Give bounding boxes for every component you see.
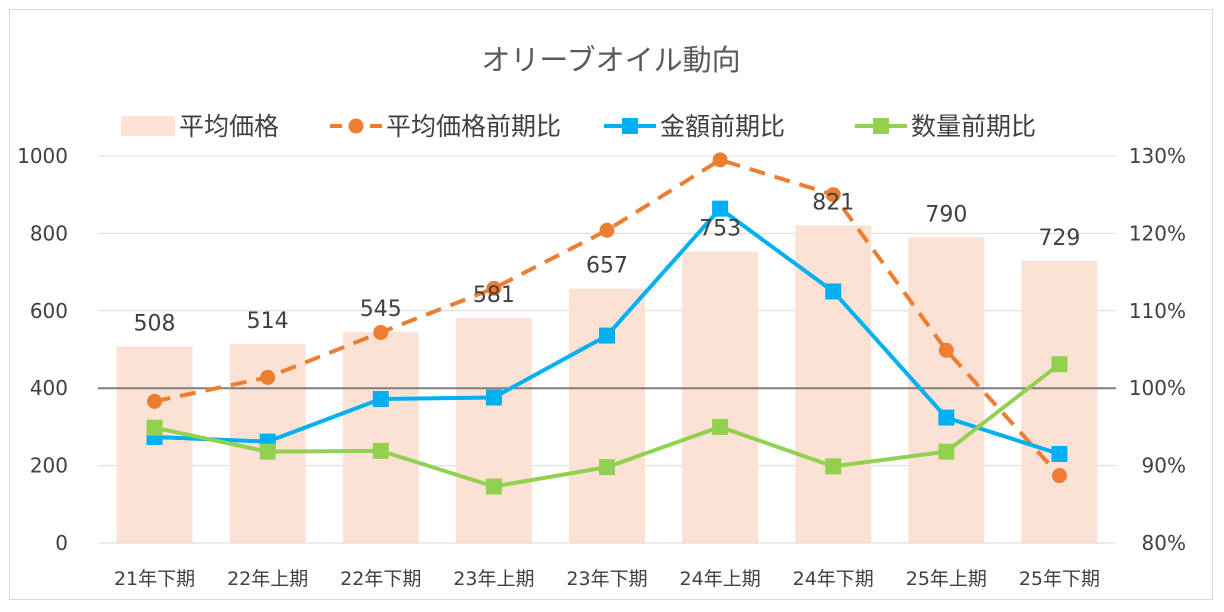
bar-data-label: 545 [360, 297, 402, 322]
line-point [372, 391, 389, 408]
legend-label: 数量前期比 [911, 112, 1036, 141]
x-tick-label: 25年下期 [1019, 568, 1100, 590]
bar-data-label: 753 [699, 217, 741, 242]
line-point [712, 152, 728, 168]
line-point [938, 443, 955, 460]
y-right-tick-label: 120% [1129, 221, 1186, 245]
y-left-tick-label: 0 [55, 531, 68, 555]
line-point [938, 409, 955, 426]
bar [569, 288, 645, 543]
line-point [260, 369, 276, 385]
line-point [372, 442, 389, 459]
legend-marker [873, 118, 889, 134]
line-point [825, 458, 842, 475]
y-right-tick-label: 100% [1129, 376, 1186, 400]
bar [455, 318, 532, 543]
line-point [486, 280, 502, 296]
bar [1021, 260, 1098, 543]
line-point [147, 393, 163, 409]
x-tick-label: 22年上期 [227, 568, 308, 590]
line-point [938, 342, 954, 358]
line-point [1051, 356, 1068, 373]
line-point [599, 222, 615, 238]
line-point [1051, 445, 1068, 462]
bar [342, 332, 419, 543]
y-right-tick-label: 90% [1142, 454, 1186, 478]
line-series-group [146, 152, 1068, 495]
y-left-tick-label: 1000 [17, 144, 68, 168]
legend-label: 平均価格前期比 [386, 112, 561, 141]
line-point [825, 283, 842, 300]
line-point [1051, 468, 1067, 484]
axes: 0 80% 200 90% 400 100% 600 110% 800 120% 1000 130% 2… [17, 144, 1186, 590]
bar-data-label: 508 [134, 311, 176, 336]
x-tick-label: 23年下期 [566, 568, 647, 590]
bar [795, 225, 872, 543]
bar-data-label: 821 [812, 190, 854, 215]
line-point [712, 418, 729, 435]
x-tick-label: 24年上期 [680, 568, 761, 590]
line-point [712, 200, 729, 217]
line-point [259, 443, 276, 460]
line-point [599, 327, 615, 344]
x-tick-label: 22年下期 [340, 568, 421, 590]
bar-data-label: 657 [586, 254, 628, 279]
y-right-tick-label: 130% [1129, 144, 1186, 168]
x-tick-label: 21年下期 [114, 568, 195, 590]
bar-data-label: 514 [247, 309, 289, 334]
y-right-tick-label: 80% [1142, 531, 1186, 555]
x-tick-label: 23年上期 [453, 568, 534, 590]
legend-label: 金額前期比 [660, 112, 785, 141]
line-point [599, 459, 615, 476]
y-left-tick-label: 600 [30, 299, 68, 323]
data-labels: 508 514 545 581 657 753 821 790 729 [134, 190, 1081, 336]
legend-label: 平均価格 [179, 112, 279, 141]
line-point [485, 389, 502, 406]
bar-data-label: 729 [1038, 226, 1080, 251]
y-left-tick-label: 400 [30, 376, 68, 400]
bar [682, 251, 759, 544]
legend-marker [348, 118, 364, 134]
line-point [146, 419, 163, 436]
line-point [485, 478, 502, 495]
y-left-tick-label: 800 [30, 221, 68, 245]
chart-legend: 平均価格 平均価格前期比 金額前期比 数量前期比 [121, 112, 1036, 141]
line-series-path [154, 157, 1061, 478]
y-left-tick-label: 200 [30, 454, 68, 478]
chart-title: オリーブオイル動向 [481, 43, 740, 77]
x-tick-label: 24年下期 [793, 568, 874, 590]
bar-series [116, 225, 1098, 544]
line-point [825, 187, 841, 203]
bar-data-label: 581 [473, 283, 515, 308]
legend-swatch [121, 116, 175, 136]
x-tick-label: 25年上期 [906, 568, 987, 590]
legend-marker [622, 118, 638, 134]
chart-frame [9, 9, 1213, 600]
line-point [373, 324, 389, 340]
y-right-tick-label: 110% [1129, 299, 1186, 323]
bar-data-label: 790 [925, 202, 967, 227]
